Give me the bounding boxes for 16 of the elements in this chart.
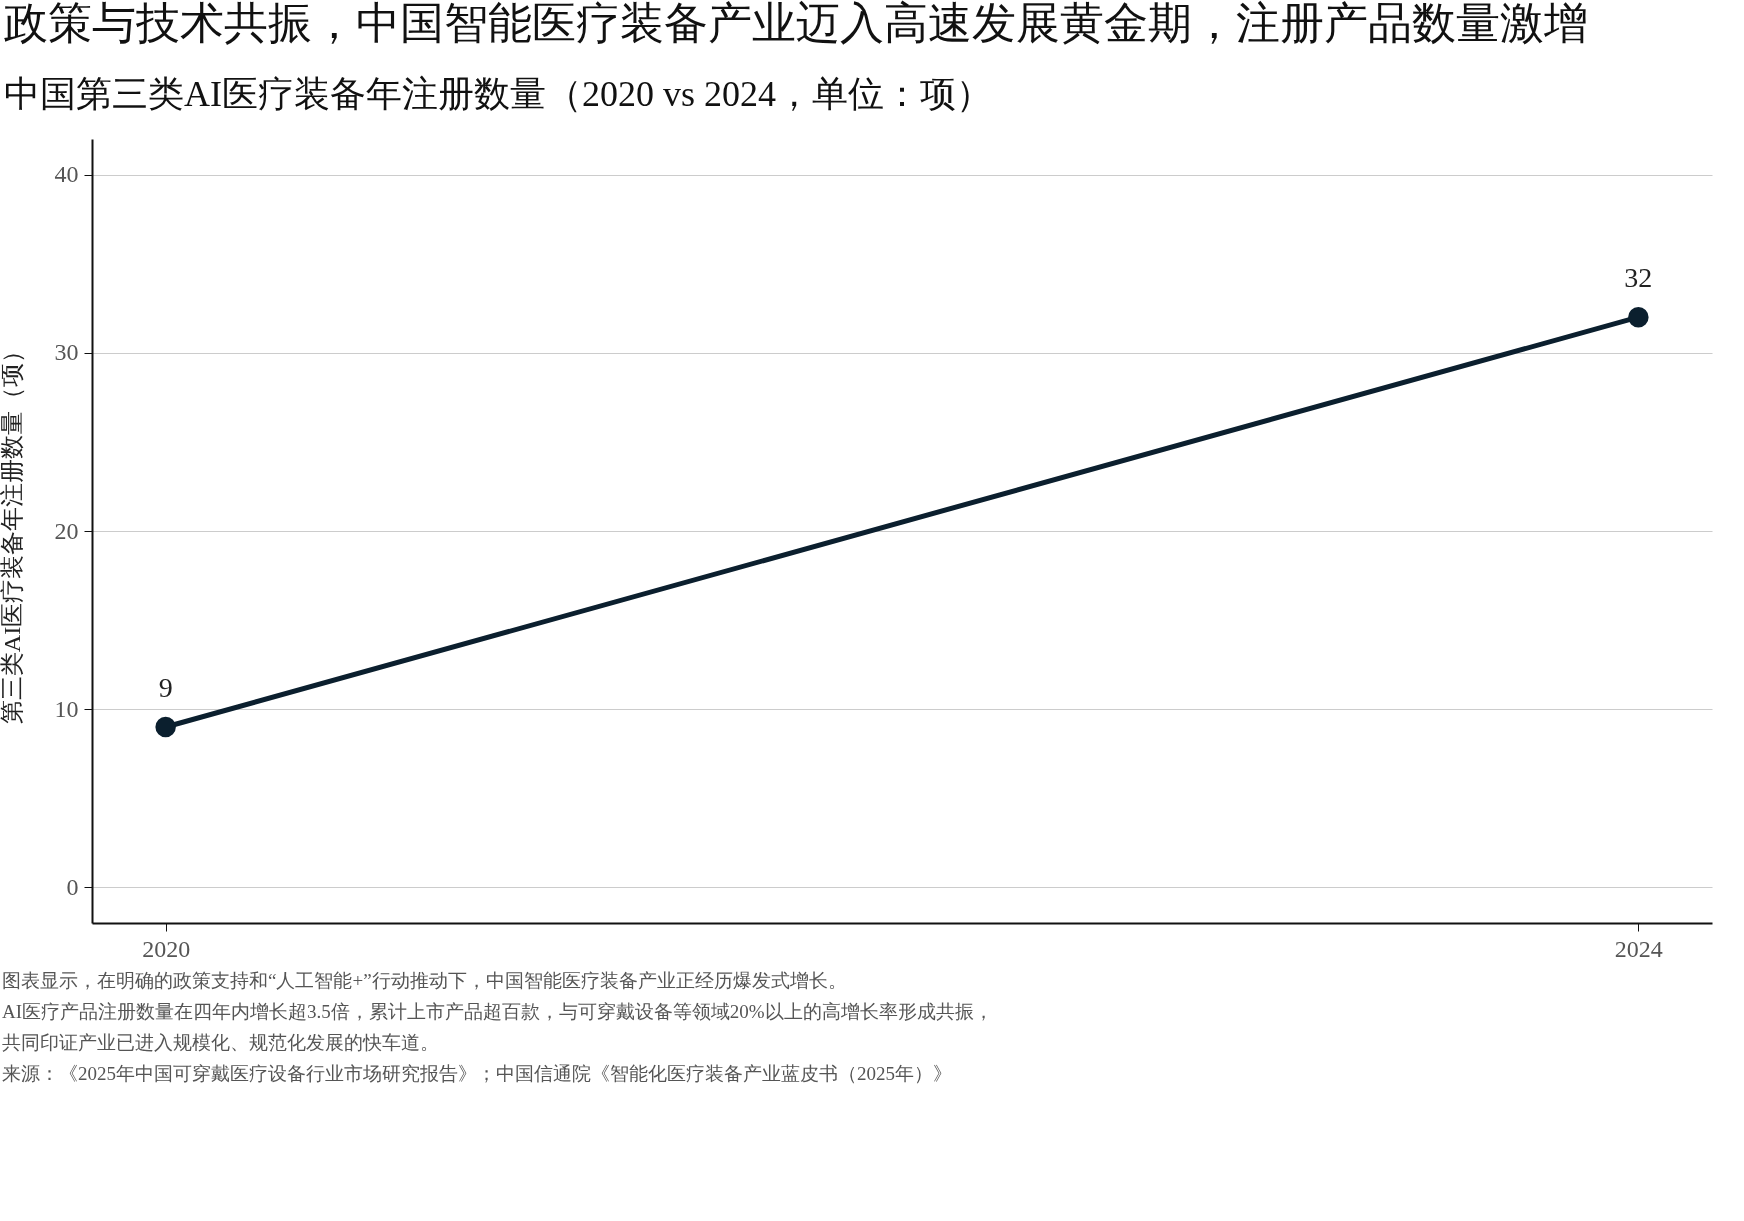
text: AI医疗产品注册数量在四年内增长超3.5倍，累计上市产品超百款，与可穿戴设备等领域20%以上的高增长率形成共振，: [2, 1000, 994, 1024]
y-tick-label: 20: [54, 517, 79, 544]
chart-subtitle: 中国第三类AI医疗装备年注册数量（2020 vs 2024，单位：项）: [3, 73, 993, 116]
x-tick-label: 2020: [142, 935, 191, 962]
data-label: 9: [158, 672, 173, 703]
chart-title: 政策与技术共振，中国智能医疗装备产业迈入高速发展黄金期，注册产品数量激增: [3, 0, 1589, 48]
y-tick-label: 10: [54, 695, 79, 722]
text: 共同印证产业已进入规模化、规范化发展的快车道。: [2, 1031, 440, 1055]
text: 图表显示，在明确的政策支持和“人工智能+”行动推动下，中国智能医疗装备产业正经历爆发式增长。: [2, 969, 848, 993]
y-tick-label: 0: [66, 873, 79, 900]
y-tick-label: 30: [54, 339, 79, 366]
y-axis-title: 第三类AI医疗装备年注册数量（项）: [0, 338, 25, 725]
x-tick-label: 2024: [1614, 935, 1663, 962]
data-label: 32: [1624, 262, 1653, 294]
y-tick-label: 40: [54, 161, 79, 188]
source-note: 来源：《2025年中国可穿戴医疗设备行业市场研究报告》；中国信通院《智能化医疗装备产业蓝皮书（2025年）》: [2, 1062, 953, 1086]
